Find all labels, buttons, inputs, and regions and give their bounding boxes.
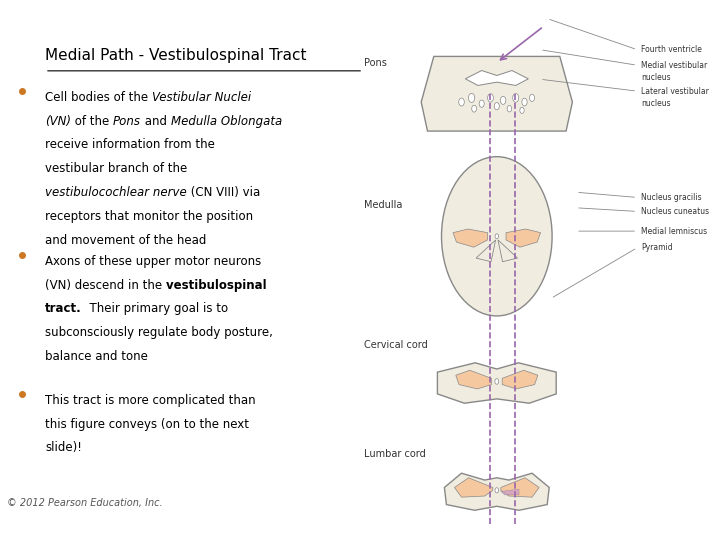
Circle shape [487,94,493,102]
Polygon shape [465,71,528,85]
Text: Cell bodies of the: Cell bodies of the [45,91,152,104]
Text: vestibulocochlear nerve: vestibulocochlear nerve [45,186,186,199]
Polygon shape [453,229,487,247]
Text: Pons: Pons [364,58,387,68]
Text: (VN) descend in the: (VN) descend in the [45,279,166,292]
Text: receive information from the: receive information from the [45,138,219,151]
Text: Nucleus gracilis: Nucleus gracilis [641,193,701,202]
Text: Medulla: Medulla [364,200,402,210]
Polygon shape [456,370,491,389]
Text: this figure conveys (on to the next: this figure conveys (on to the next [45,417,253,430]
Text: This tract is more complicated than: This tract is more complicated than [45,394,259,407]
Text: subconsciously regulate body posture,: subconsciously regulate body posture, [45,326,276,339]
Text: slide)!: slide)! [45,442,82,455]
Text: Lateral vestibular: Lateral vestibular [641,86,708,96]
Text: (VN): (VN) [45,114,71,127]
Text: (CN VIII) via: (CN VIII) via [186,186,264,199]
Text: Fourth ventricle: Fourth ventricle [641,45,702,54]
Text: Vestibular Nuclei: Vestibular Nuclei [152,91,255,104]
Circle shape [522,98,527,106]
Circle shape [495,488,499,493]
Text: and: and [141,114,171,127]
Text: receptors that monitor the position: receptors that monitor the position [45,210,257,223]
Circle shape [500,96,506,104]
Circle shape [513,93,518,102]
Polygon shape [506,229,541,247]
Polygon shape [476,240,495,262]
Circle shape [495,103,500,110]
Text: tract.: tract. [45,302,81,315]
Polygon shape [503,370,538,389]
Circle shape [507,105,512,112]
Text: Medial lemniscus: Medial lemniscus [641,227,707,235]
Text: Medial Path - Vestibulospinal Tract: Medial Path - Vestibulospinal Tract [45,49,307,64]
Text: and movement of the head: and movement of the head [45,234,207,247]
Circle shape [520,107,524,113]
Text: Axons of these upper motor neurons: Axons of these upper motor neurons [45,255,265,268]
Circle shape [495,234,498,239]
Text: Pons: Pons [113,114,141,127]
Polygon shape [501,489,519,495]
Polygon shape [501,478,539,497]
Polygon shape [444,473,549,510]
Text: Lumbar cord: Lumbar cord [364,449,426,459]
Circle shape [459,98,464,106]
Text: of the: of the [71,114,113,127]
Text: Nucleus cuneatus: Nucleus cuneatus [641,207,709,216]
Circle shape [469,93,474,103]
Text: balance and tone: balance and tone [45,350,148,363]
Circle shape [480,100,485,107]
Circle shape [472,105,477,112]
Polygon shape [421,56,572,131]
Text: vestibulospinal: vestibulospinal [166,279,271,292]
Polygon shape [454,478,492,497]
Text: nucleus: nucleus [641,99,670,107]
Text: nucleus: nucleus [641,73,670,82]
Circle shape [441,157,552,316]
Text: Pyramid: Pyramid [641,243,672,252]
Circle shape [495,379,499,384]
Text: vestibular branch of the: vestibular branch of the [45,162,191,176]
Text: © 2012 Pearson Education, Inc.: © 2012 Pearson Education, Inc. [7,498,163,508]
Circle shape [529,94,534,102]
Text: Medulla Oblongata: Medulla Oblongata [171,114,282,127]
Polygon shape [438,363,557,403]
Polygon shape [498,240,518,262]
Text: Cervical cord: Cervical cord [364,340,428,350]
Text: Their primary goal is to: Their primary goal is to [81,302,232,315]
Text: Medial vestibular: Medial vestibular [641,60,707,70]
